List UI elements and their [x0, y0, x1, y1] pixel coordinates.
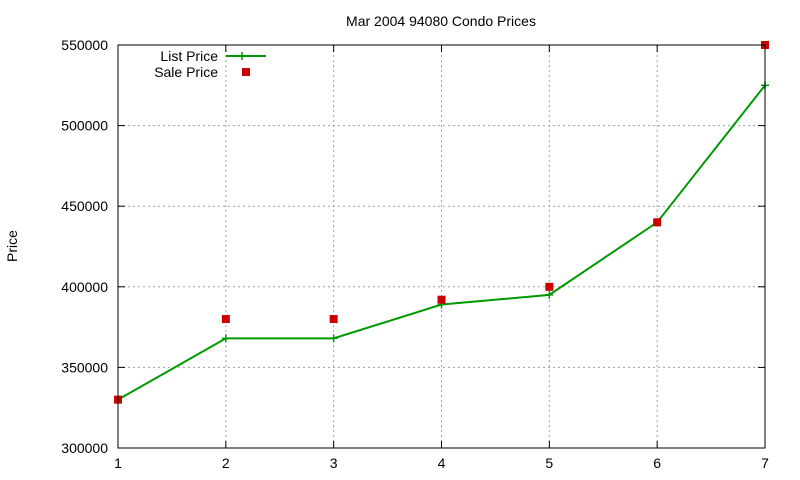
x-tick-label: 1	[114, 455, 122, 471]
sale-price-point	[329, 315, 338, 324]
x-tick-label: 7	[761, 455, 769, 471]
axis-ticks: 300000 350000 400000 450000 500000 550000 1 2 3 4…	[61, 37, 769, 471]
chart-title: Mar 2004 94080 Condo Prices	[346, 13, 536, 29]
y-tick-label: 300000	[61, 440, 108, 456]
x-tick-label: 2	[222, 455, 230, 471]
legend-label-list-price: List Price	[160, 48, 218, 64]
list-price-point	[545, 290, 554, 299]
y-tick-label: 550000	[61, 37, 108, 53]
sale-price-point	[653, 218, 662, 227]
x-tick-label: 4	[438, 455, 446, 471]
y-axis-label: Price	[4, 230, 20, 262]
list-price-point	[329, 334, 338, 343]
list-price-point	[221, 334, 230, 343]
legend-marker-sale-price	[242, 68, 250, 76]
legend-label-sale-price: Sale Price	[154, 64, 218, 80]
sale-price-point	[545, 282, 554, 291]
y-tick-label: 350000	[61, 359, 108, 375]
y-tick-label: 450000	[61, 198, 108, 214]
x-tick-label: 6	[653, 455, 661, 471]
plot-frame	[117, 44, 766, 449]
sale-price-point	[437, 295, 446, 304]
list-price-line	[117, 84, 766, 401]
sale-price-point	[221, 315, 230, 324]
x-tick-label: 5	[545, 455, 553, 471]
y-tick-label: 400000	[61, 279, 108, 295]
x-tick-label: 3	[330, 455, 338, 471]
y-tick-label: 500000	[61, 118, 108, 134]
grid-lines	[118, 45, 765, 448]
